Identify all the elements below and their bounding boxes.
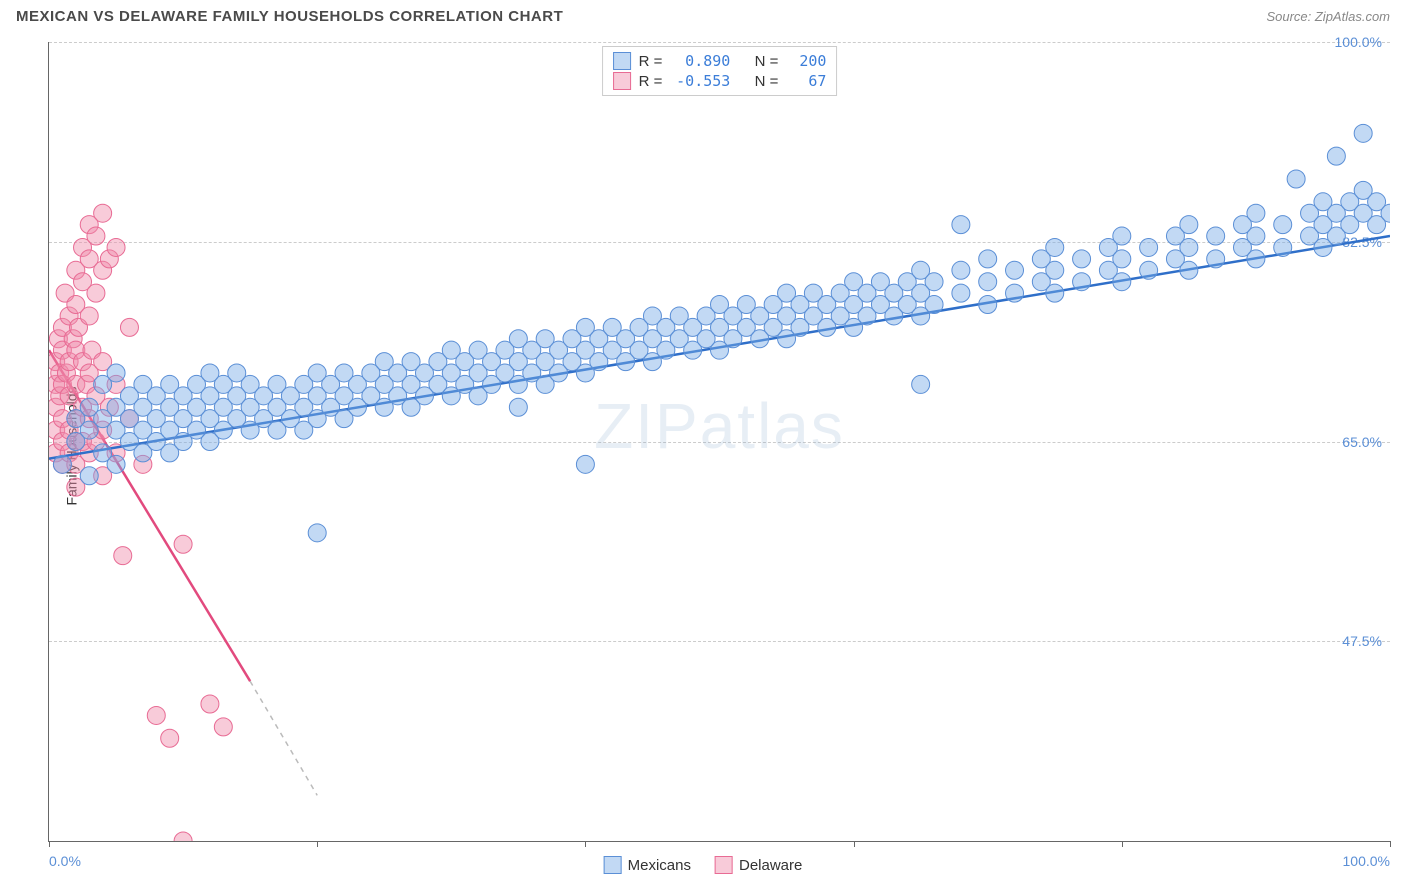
legend-label-mexicans: Mexicans: [628, 857, 691, 874]
chart-title: MEXICAN VS DELAWARE FAMILY HOUSEHOLDS CO…: [16, 8, 563, 25]
legend-swatch-mexicans-icon: [604, 856, 622, 874]
legend-label-delaware: Delaware: [739, 857, 802, 874]
xtick-label: 0.0%: [49, 853, 81, 869]
correlation-legend: R = 0.890 N = 200 R = -0.553 N = 67: [602, 46, 838, 96]
legend-row-mexicans: R = 0.890 N = 200: [613, 51, 827, 71]
series-legend: Mexicans Delaware: [604, 856, 803, 874]
legend-swatch-mexicans: [613, 52, 631, 70]
r-value-mexicans: 0.890: [670, 52, 730, 70]
legend-row-delaware: R = -0.553 N = 67: [613, 71, 827, 91]
scatter-svg: [49, 42, 1390, 841]
n-value-mexicans: 200: [786, 52, 826, 70]
n-label: N =: [755, 53, 779, 70]
chart-source: Source: ZipAtlas.com: [1266, 9, 1390, 24]
legend-swatch-delaware-icon: [715, 856, 733, 874]
legend-swatch-delaware: [613, 72, 631, 90]
n-value-delaware: 67: [786, 72, 826, 90]
chart-header: MEXICAN VS DELAWARE FAMILY HOUSEHOLDS CO…: [0, 0, 1406, 29]
chart-plot-area: ZIPatlas R = 0.890 N = 200 R = -0.553 N …: [48, 42, 1390, 842]
r-value-delaware: -0.553: [670, 72, 730, 90]
r-label: R =: [639, 53, 663, 70]
legend-item-mexicans: Mexicans: [604, 856, 691, 874]
n-label: N =: [755, 73, 779, 90]
xtick-label: 100.0%: [1343, 853, 1390, 869]
r-label: R =: [639, 73, 663, 90]
legend-item-delaware: Delaware: [715, 856, 802, 874]
